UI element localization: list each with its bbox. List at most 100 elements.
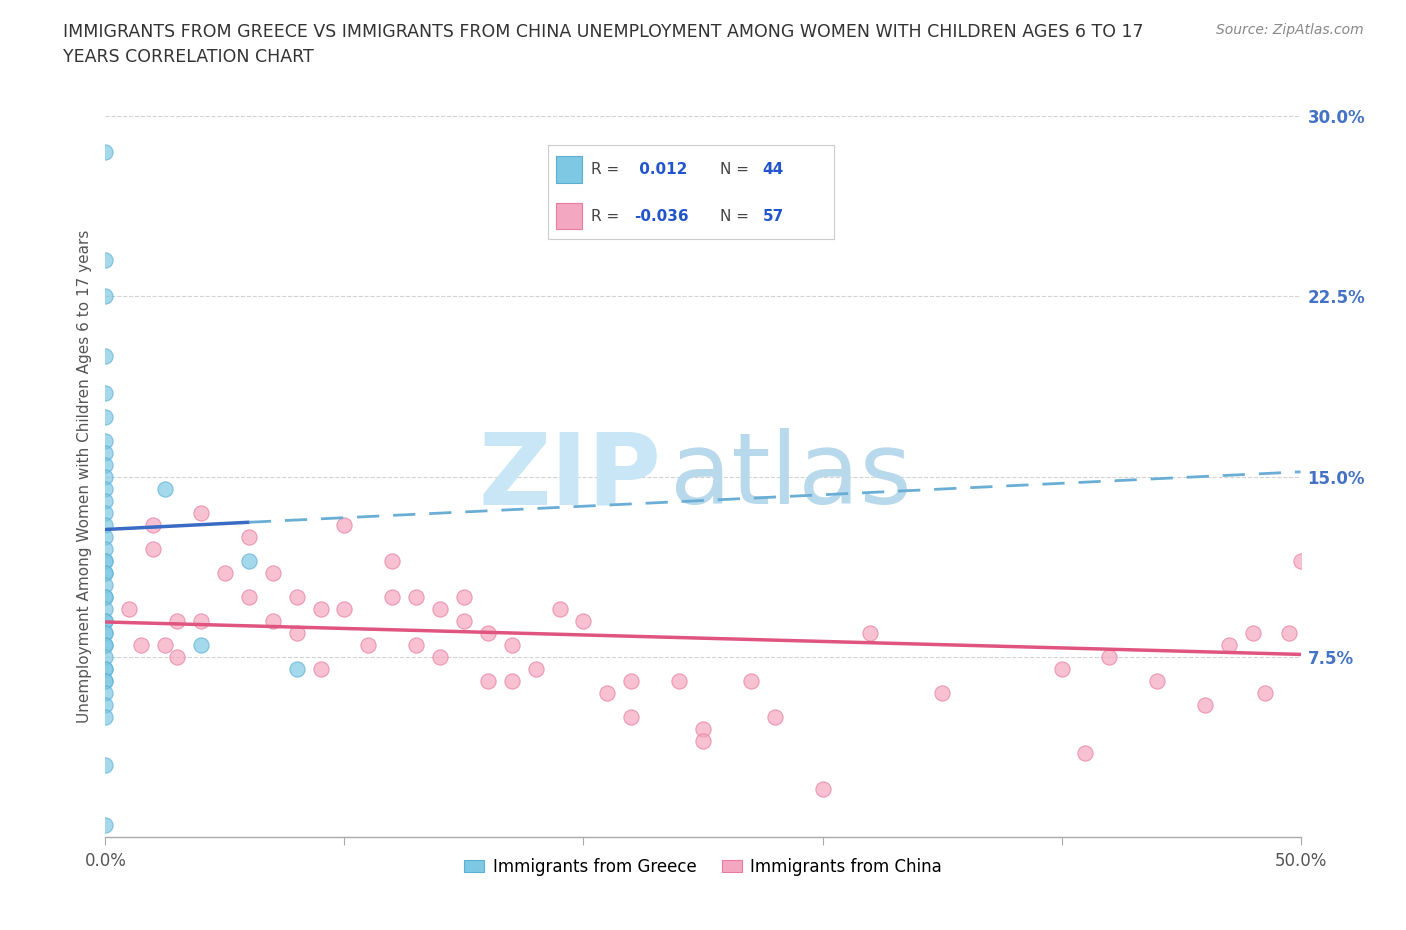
Point xyxy=(94,565,117,580)
Point xyxy=(94,517,117,532)
Text: atlas: atlas xyxy=(669,428,911,525)
Point xyxy=(94,625,117,640)
Point xyxy=(524,661,547,676)
Point xyxy=(381,553,404,568)
Point xyxy=(94,673,117,688)
Point xyxy=(166,614,188,629)
Point xyxy=(1050,661,1073,676)
Point xyxy=(94,625,117,640)
Point xyxy=(94,614,117,629)
Point xyxy=(94,349,117,364)
Point xyxy=(94,614,117,629)
Point xyxy=(94,661,117,676)
Point xyxy=(94,565,117,580)
Point xyxy=(94,685,117,700)
Point xyxy=(333,602,356,617)
Point xyxy=(859,625,882,640)
Text: YEARS CORRELATION CHART: YEARS CORRELATION CHART xyxy=(63,48,314,66)
Point xyxy=(1218,637,1240,652)
Point xyxy=(94,637,117,652)
Point xyxy=(94,757,117,772)
Point xyxy=(94,553,117,568)
Point xyxy=(1289,553,1312,568)
Point xyxy=(94,253,117,268)
Point xyxy=(1194,698,1216,712)
Point xyxy=(1098,649,1121,664)
Point xyxy=(190,505,212,520)
Point xyxy=(1277,625,1299,640)
Point xyxy=(811,781,834,796)
Point xyxy=(262,614,284,629)
Point xyxy=(94,590,117,604)
Point xyxy=(129,637,153,652)
Point xyxy=(214,565,236,580)
Text: ZIP: ZIP xyxy=(478,428,661,525)
Point xyxy=(453,614,475,629)
Point xyxy=(357,637,380,652)
Point xyxy=(763,710,786,724)
Point xyxy=(692,722,714,737)
Point xyxy=(94,578,117,592)
Point xyxy=(1146,673,1168,688)
Point xyxy=(620,710,643,724)
Point xyxy=(153,637,177,652)
Point xyxy=(142,517,165,532)
Point xyxy=(190,637,212,652)
Point xyxy=(94,433,117,448)
Point xyxy=(94,673,117,688)
Point xyxy=(238,590,260,604)
Point xyxy=(94,529,117,544)
Point xyxy=(1241,625,1264,640)
Point xyxy=(94,289,117,304)
Point xyxy=(477,673,499,688)
Point xyxy=(501,673,523,688)
Point xyxy=(381,590,404,604)
Point xyxy=(668,673,690,688)
Point xyxy=(94,409,117,424)
Point xyxy=(477,625,499,640)
Point xyxy=(94,145,117,160)
Point xyxy=(94,553,117,568)
Point xyxy=(94,661,117,676)
Point xyxy=(548,602,571,617)
Point xyxy=(94,469,117,484)
Point xyxy=(94,458,117,472)
Point xyxy=(94,637,117,652)
Point xyxy=(429,649,451,664)
Point xyxy=(309,602,332,617)
Point xyxy=(94,505,117,520)
Point xyxy=(692,734,714,749)
Point xyxy=(94,649,117,664)
Point xyxy=(118,602,141,617)
Point xyxy=(94,710,117,724)
Point xyxy=(166,649,188,664)
Point xyxy=(190,614,212,629)
Point xyxy=(285,661,308,676)
Point xyxy=(429,602,451,617)
Point xyxy=(620,673,643,688)
Point xyxy=(94,385,117,400)
Point xyxy=(405,590,427,604)
Point xyxy=(333,517,356,532)
Point xyxy=(153,481,177,496)
Point xyxy=(285,625,308,640)
Point xyxy=(931,685,953,700)
Point xyxy=(405,637,427,652)
Point xyxy=(1074,746,1097,761)
Point xyxy=(740,673,762,688)
Point xyxy=(262,565,284,580)
Point xyxy=(142,541,165,556)
Point xyxy=(453,590,475,604)
Point xyxy=(94,541,117,556)
Point xyxy=(572,614,595,629)
Point xyxy=(94,445,117,460)
Legend: Immigrants from Greece, Immigrants from China: Immigrants from Greece, Immigrants from … xyxy=(458,851,948,883)
Point xyxy=(94,602,117,617)
Point xyxy=(94,817,117,832)
Point xyxy=(238,529,260,544)
Point xyxy=(94,481,117,496)
Point xyxy=(94,590,117,604)
Text: IMMIGRANTS FROM GREECE VS IMMIGRANTS FROM CHINA UNEMPLOYMENT AMONG WOMEN WITH CH: IMMIGRANTS FROM GREECE VS IMMIGRANTS FRO… xyxy=(63,23,1143,41)
Point xyxy=(309,661,332,676)
Point xyxy=(238,553,260,568)
